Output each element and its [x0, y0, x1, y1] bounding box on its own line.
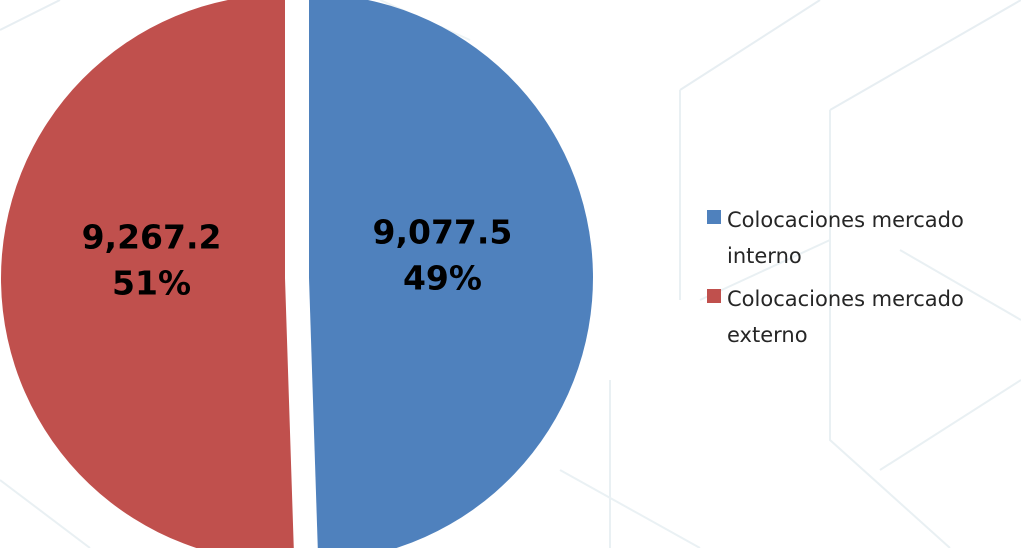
pie-slice-mercado-interno [308, 0, 593, 548]
slice-percent-label-interno: 49% [403, 259, 482, 298]
legend-item-interno: Colocaciones mercado interno [707, 202, 1021, 274]
pie-slice-mercado-externo [1, 0, 294, 548]
legend-swatch-externo [707, 289, 721, 303]
legend-label-externo: Colocaciones mercado externo [727, 287, 964, 347]
slice-value-label-interno: 9,077.5 [373, 213, 513, 252]
legend-swatch-interno [707, 210, 721, 224]
slice-percent-label-externo: 51% [112, 263, 191, 302]
chart-legend: Colocaciones mercado interno Colocacione… [707, 202, 1021, 360]
legend-item-externo: Colocaciones mercado externo [707, 281, 1021, 353]
slice-value-label-externo: 9,267.2 [82, 217, 222, 256]
legend-label-interno: Colocaciones mercado interno [727, 208, 964, 268]
